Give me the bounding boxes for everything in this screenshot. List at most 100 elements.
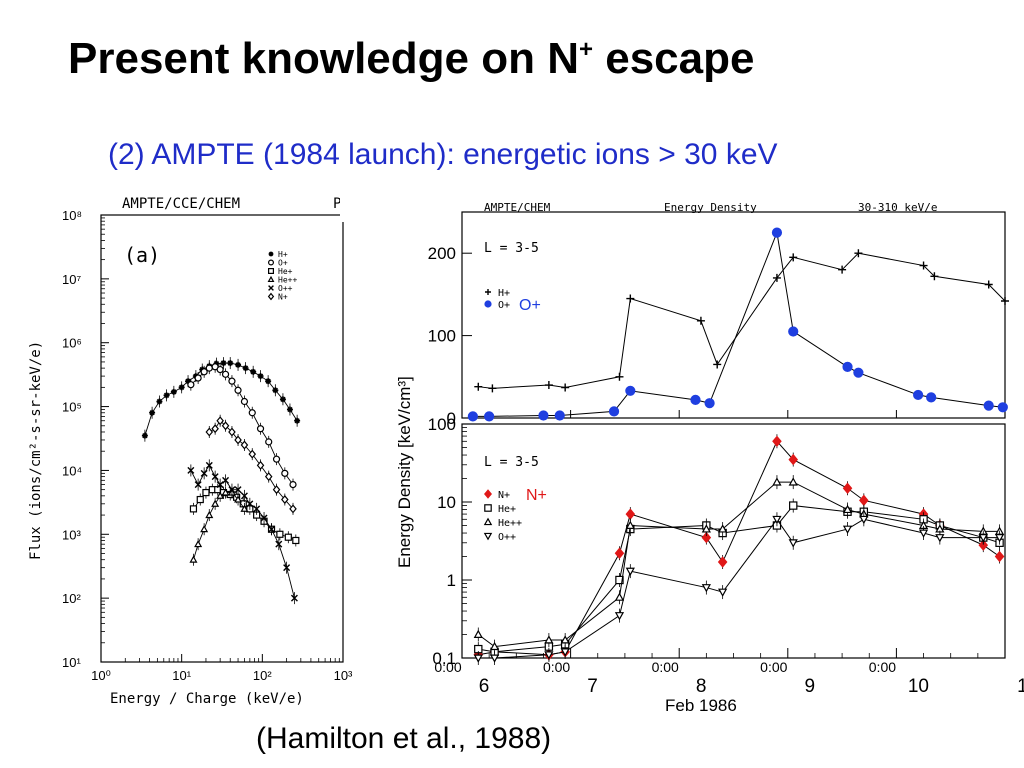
chart-a-ytick-label: 10⁶ <box>62 336 82 351</box>
chart-b-legend-label: H+ <box>498 288 510 299</box>
chart-c-point <box>718 588 728 597</box>
chart-a-point <box>222 476 230 484</box>
chart-a-point <box>289 504 297 514</box>
chart-a-point <box>194 374 202 382</box>
chart-b-ytick-label: 100 <box>428 327 456 346</box>
chart-a-legend-label: H+ <box>278 250 288 259</box>
chart-c-point <box>842 482 853 495</box>
chart-c-point <box>718 524 728 533</box>
chart-a-ytick-label: 10³ <box>62 527 81 542</box>
chart-a-point <box>185 378 192 385</box>
chart-b-header-right: 30-310 keV/e <box>858 201 937 214</box>
chart-c-point <box>614 612 625 621</box>
chart-c-point <box>918 529 929 538</box>
chart-a-point <box>240 504 249 512</box>
chart-a-point <box>221 421 230 431</box>
chart-b-point <box>696 316 705 325</box>
chart-c-point <box>842 525 853 534</box>
chart-b-point <box>788 326 799 337</box>
chart-a-point <box>240 492 248 500</box>
chart-a-point <box>202 488 210 497</box>
chart-a-ytick-label: 10⁵ <box>62 400 82 415</box>
chart-a-point <box>216 365 224 374</box>
chart-a-ytick-label: 10¹ <box>62 655 81 670</box>
chart-a-point <box>221 370 230 378</box>
chart-b-legend-marker <box>484 300 492 308</box>
chart-b-point <box>997 402 1008 413</box>
chart-c-series-line <box>478 518 1000 659</box>
chart-c-point <box>614 592 625 601</box>
chart-b-point <box>474 382 483 391</box>
chart-c-point <box>994 534 1005 543</box>
chart-b-point <box>926 392 937 403</box>
chart-c-ytick-label: 10 <box>437 493 456 512</box>
chart-a-point <box>178 384 185 391</box>
chart-b-point <box>544 381 553 390</box>
chart-b-point <box>488 384 497 393</box>
chart-c-legend-marker <box>484 504 492 512</box>
chart-c-point <box>614 547 625 560</box>
chart-c-point <box>544 651 554 660</box>
chart-c-point <box>615 575 624 585</box>
chart-a-point <box>194 539 203 548</box>
chart-a-point <box>275 540 283 548</box>
chart-a-series-line <box>193 492 245 560</box>
chart-a-legend-marker <box>267 275 275 283</box>
chart-c-point <box>701 584 711 593</box>
chart-b-point <box>561 383 570 392</box>
chart-c-point <box>473 629 483 638</box>
chart-a-point <box>260 514 268 522</box>
chart-a-point <box>272 485 281 495</box>
chart-b-point <box>1001 296 1009 305</box>
chart-a-point <box>240 440 249 450</box>
chart-a-frame <box>100 214 344 663</box>
chart-c-annotation: N+ <box>526 487 547 504</box>
chart-b-point <box>608 406 620 417</box>
chart-c-point <box>859 515 869 525</box>
chart-a-point <box>257 373 264 380</box>
chart-b-point <box>467 411 478 422</box>
chart-c-xtick-time: 0:00 <box>760 659 787 675</box>
chart-a-point <box>256 425 265 433</box>
chart-c-point <box>489 641 500 651</box>
chart-b-point <box>771 227 783 238</box>
chart-a-header: AMPTE/CCE/CHEM <box>122 196 240 212</box>
title-text-end: escape <box>593 34 755 83</box>
chart-c-series-line <box>478 440 1000 656</box>
chart-a-point <box>200 524 209 533</box>
chart-c-point <box>789 501 798 510</box>
chart-a-legend-label: He+ <box>278 267 293 276</box>
chart-c-point <box>701 524 711 533</box>
chart-a-point <box>265 378 272 385</box>
chart-c-point <box>788 477 798 486</box>
chart-b-point <box>854 249 863 258</box>
chart-a-point <box>149 409 156 416</box>
title-superscript: + <box>578 36 593 63</box>
chart-b-header-mid: Energy Density <box>664 201 757 214</box>
chart-c-point <box>994 550 1005 563</box>
chart-c-legend-marker <box>483 532 493 541</box>
chart-a-ytick-label: 10⁷ <box>62 272 81 287</box>
chart-a-point <box>248 449 257 459</box>
chart-a-point <box>289 480 297 489</box>
chart-a-point <box>196 495 204 504</box>
chart-c-legend-label: He+ <box>498 504 516 515</box>
chart-a-panel-label: (a) <box>124 243 160 267</box>
chart-a-point <box>228 486 236 494</box>
chart-a-point <box>279 396 286 403</box>
chart-a-point <box>248 409 256 417</box>
citation: (Hamilton et al., 1988) <box>256 722 552 755</box>
chart-a-point <box>276 530 284 538</box>
chart-c-point <box>560 635 570 644</box>
chart-c-point <box>473 654 483 663</box>
chart-a-point <box>234 435 242 445</box>
chart-a-xtick-label: 10⁰ <box>91 668 111 683</box>
chart-a-point <box>205 461 213 469</box>
chart-c-point <box>788 453 799 466</box>
chart-b-point <box>554 410 565 421</box>
chart-c-series-line <box>477 481 1000 648</box>
chart-a-xtick-label: 10² <box>253 668 272 683</box>
chart-a-point <box>194 481 202 489</box>
chart-a-point <box>240 397 249 406</box>
